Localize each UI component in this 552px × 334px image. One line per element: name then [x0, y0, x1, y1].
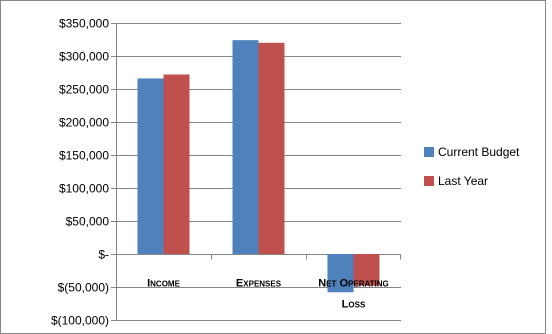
bar-current-budget — [137, 78, 164, 254]
y-tick-label: $150,000 — [59, 149, 109, 163]
legend: Current Budget Last Year — [424, 145, 520, 188]
y-tick-label: $100,000 — [59, 182, 109, 196]
legend-swatch — [424, 176, 434, 186]
bar-current-budget — [232, 40, 259, 254]
y-tick-label: $300,000 — [59, 50, 109, 64]
legend-label: Last Year — [438, 174, 488, 188]
bar-last-year — [258, 42, 285, 254]
y-tick-label: $- — [98, 248, 109, 262]
bar-last-year — [353, 254, 380, 286]
category-label: LOSS — [342, 299, 366, 311]
gridlines — [116, 23, 401, 321]
labels: $350,000 $300,000 $250,000 $200,000 $150,000… — [51, 17, 389, 328]
legend-label: Current Budget — [438, 145, 520, 159]
y-tick-label: $(100,000) — [51, 314, 109, 328]
category-label: NET OPERATING — [318, 278, 389, 290]
y-tick-label: $50,000 — [66, 215, 110, 229]
category-label: INCOME — [147, 278, 181, 290]
bar-current-budget — [327, 254, 354, 293]
y-tick-label: $250,000 — [59, 83, 109, 97]
y-tick-label: $(50,000) — [58, 281, 109, 295]
bar-last-year — [163, 74, 190, 254]
y-tick-label: $200,000 — [59, 116, 109, 130]
bars — [137, 40, 380, 293]
y-tick-label: $350,000 — [59, 17, 109, 31]
legend-swatch — [424, 147, 434, 157]
category-label: EXPENSES — [236, 278, 282, 290]
